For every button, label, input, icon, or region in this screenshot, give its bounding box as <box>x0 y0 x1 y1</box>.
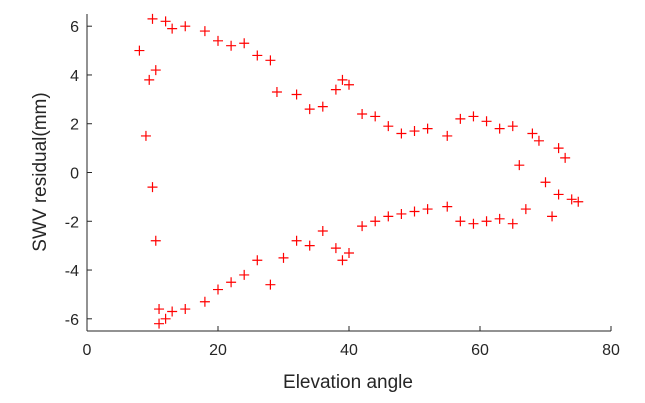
data-point-24 <box>252 255 263 266</box>
data-point-61 <box>494 123 505 134</box>
data-point-8 <box>154 318 165 329</box>
y-tick-label-1: -4 <box>65 263 79 280</box>
y-tick-label-6: 6 <box>70 19 79 36</box>
data-point-51 <box>422 123 433 134</box>
data-point-18 <box>213 284 223 295</box>
data-point-5 <box>150 235 161 246</box>
data-point-12 <box>167 306 178 317</box>
x-tick-label-3: 60 <box>471 342 489 359</box>
x-tick-label-2: 40 <box>340 342 358 359</box>
data-point-6 <box>150 65 161 76</box>
data-point-37 <box>337 74 348 85</box>
data-point-56 <box>455 216 466 227</box>
data-point-57 <box>468 111 479 122</box>
data-point-44 <box>370 216 381 227</box>
data-point-62 <box>494 213 505 224</box>
data-point-1 <box>140 130 151 141</box>
data-point-43 <box>370 111 381 122</box>
data-point-7 <box>154 304 165 315</box>
x-tick-label-0: 0 <box>83 342 92 359</box>
data-point-13 <box>180 21 191 32</box>
y-tick-label-0: -6 <box>65 312 79 329</box>
data-point-64 <box>507 218 518 229</box>
data-point-34 <box>317 226 328 237</box>
data-point-38 <box>337 255 348 266</box>
data-point-23 <box>252 50 263 61</box>
data-point-31 <box>304 104 315 115</box>
data-point-40 <box>344 247 354 258</box>
data-point-68 <box>533 135 544 146</box>
data-point-10 <box>160 313 171 324</box>
data-point-0 <box>134 45 145 56</box>
axes: 0 20 40 60 80 -6 -4 -2 0 2 4 6 <box>65 14 620 359</box>
data-point-74 <box>566 194 577 205</box>
data-point-46 <box>383 211 394 222</box>
data-point-33 <box>317 101 328 112</box>
data-point-3 <box>147 13 158 24</box>
data-point-53 <box>442 130 453 141</box>
data-point-58 <box>468 218 479 229</box>
data-point-28 <box>278 252 289 263</box>
data-point-39 <box>344 79 354 90</box>
data-point-50 <box>409 206 420 217</box>
data-point-26 <box>265 279 276 290</box>
data-point-69 <box>540 177 551 188</box>
data-point-73 <box>560 152 571 163</box>
data-point-14 <box>180 304 191 315</box>
y-tick-label-4: 2 <box>70 117 79 134</box>
data-point-17 <box>213 35 223 46</box>
y-tick-label-3: 0 <box>70 166 79 183</box>
data-point-52 <box>422 204 433 215</box>
data-point-55 <box>455 113 466 124</box>
data-point-11 <box>167 23 178 34</box>
x-tick-label-1: 20 <box>209 342 227 359</box>
data-point-9 <box>160 16 171 27</box>
data-point-19 <box>226 40 237 51</box>
data-point-54 <box>442 201 453 212</box>
y-tick-label-5: 4 <box>70 68 79 85</box>
data-point-25 <box>265 55 276 66</box>
data-point-30 <box>291 235 302 246</box>
data-point-15 <box>199 26 210 37</box>
data-point-4 <box>147 182 158 193</box>
data-point-36 <box>330 243 341 254</box>
y-tick-label-2: -2 <box>65 214 79 231</box>
y-axis-label: SWV residual(mm) <box>30 92 51 251</box>
data-point-75 <box>573 196 584 207</box>
data-point-35 <box>330 84 341 95</box>
data-point-45 <box>383 121 394 132</box>
data-point-21 <box>239 38 250 49</box>
data-point-47 <box>396 128 407 139</box>
data-point-41 <box>357 108 368 119</box>
data-point-49 <box>409 126 420 137</box>
x-axis-label: Elevation angle <box>283 372 413 393</box>
data-point-72 <box>553 189 564 200</box>
data-point-63 <box>507 121 518 132</box>
data-point-60 <box>481 216 492 227</box>
x-tick-label-4: 80 <box>602 342 620 359</box>
data-point-27 <box>271 87 282 98</box>
data-point-66 <box>520 204 531 215</box>
data-point-59 <box>481 116 492 127</box>
data-point-67 <box>527 128 538 139</box>
data-point-2 <box>144 74 155 85</box>
data-point-42 <box>357 221 368 232</box>
data-point-65 <box>514 160 525 171</box>
data-point-71 <box>553 143 564 154</box>
data-point-22 <box>239 269 250 280</box>
data-point-48 <box>396 208 407 219</box>
data-point-16 <box>199 296 210 307</box>
data-point-29 <box>291 89 302 100</box>
scatter-points <box>134 13 584 329</box>
data-point-32 <box>304 240 315 251</box>
data-point-20 <box>226 277 237 288</box>
data-point-70 <box>547 211 558 222</box>
